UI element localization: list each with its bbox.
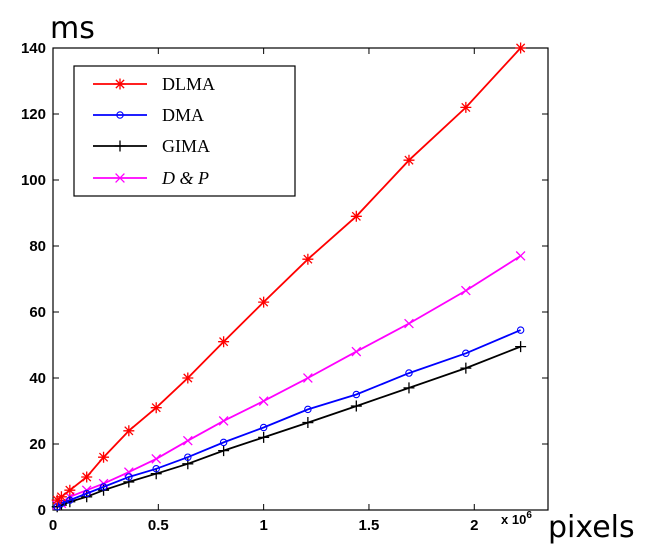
data-point-dlma (55, 491, 67, 503)
data-point-gima (515, 341, 527, 353)
legend-label-dlma: DLMA (162, 74, 215, 94)
data-point-dlma (350, 210, 362, 222)
series-layer (51, 42, 527, 513)
data-point-gima (403, 382, 415, 394)
data-point-dma (219, 438, 228, 447)
data-point-gima (218, 445, 230, 457)
data-point-dma (99, 483, 108, 491)
data-point-dlma (515, 42, 527, 54)
y-tick-label: 100 (21, 172, 46, 189)
series-line-gima (56, 345, 521, 508)
data-point-d-p (515, 251, 526, 261)
data-point-dma (259, 423, 268, 432)
data-point-d-p (151, 453, 162, 464)
data-point-dma (304, 405, 312, 414)
y-tick-label: 40 (29, 370, 46, 387)
series-line-d-p (56, 255, 522, 506)
legend-label-d-p: D & P (161, 168, 209, 188)
x-axis-title: pixels (548, 510, 635, 545)
data-point-dlma (182, 372, 194, 384)
data-point-d-p (351, 346, 362, 357)
y-tick-label: 120 (21, 106, 46, 123)
x-tick-label: 1.5 (359, 517, 380, 534)
legend-label-dma: DMA (162, 105, 204, 125)
y-tick-label: 140 (21, 40, 46, 57)
data-point-dlma (123, 425, 135, 437)
series-d-p (52, 251, 526, 510)
x-tick-label: 0.5 (148, 517, 169, 534)
data-point-dlma (150, 402, 162, 414)
y-tick-label: 80 (29, 238, 46, 255)
data-point-dma (184, 453, 192, 461)
series-line-dma (56, 329, 521, 508)
data-point-dlma (403, 154, 415, 166)
data-point-dlma (81, 471, 93, 483)
legend: DLMA DMA GIMA D & P (73, 65, 296, 197)
series-gima (51, 341, 527, 513)
series-dlma (51, 42, 527, 506)
legend-label-gima: GIMA (162, 136, 210, 156)
data-point-dma (405, 369, 413, 377)
data-point-dma (152, 464, 160, 473)
data-point-dlma (460, 101, 472, 113)
data-point-dma (82, 489, 91, 498)
y-tick-label: 60 (29, 304, 46, 321)
data-point-d-p (404, 318, 414, 329)
data-point-dma (462, 349, 470, 357)
plot-area-border (52, 47, 549, 511)
data-point-dlma (302, 253, 314, 265)
x-tick-label: 0 (49, 517, 57, 534)
plot-frame (52, 47, 549, 511)
data-point-gima (302, 417, 314, 429)
data-point-dma (352, 390, 361, 399)
data-point-dlma (64, 484, 76, 496)
data-point-dma (516, 326, 525, 334)
y-axis-title: ms (50, 11, 95, 46)
legend-marker-dma (116, 111, 124, 119)
legend-marker-gima (114, 140, 126, 152)
x-tick-label: 1 (259, 517, 267, 534)
x-tick-label: 2 (470, 517, 478, 534)
x-multiplier-label: x 106 (501, 510, 532, 527)
series-dma (53, 326, 525, 511)
data-point-d-p (182, 435, 193, 446)
data-point-d-p (258, 396, 269, 406)
data-point-d-p (218, 416, 229, 426)
data-point-gima (460, 362, 472, 374)
data-point-dlma (258, 296, 270, 308)
data-point-dlma (218, 336, 230, 348)
data-point-gima (123, 476, 135, 488)
data-point-gima (150, 468, 162, 480)
x-axis: 0 0.5 1 1.5 2 (49, 48, 478, 534)
y-axis: 0 20 40 60 80 100 120 140 (21, 40, 548, 519)
legend-marker-d-p (115, 173, 125, 183)
y-tick-label: 0 (38, 502, 46, 519)
data-point-dma (66, 496, 74, 504)
legend-marker-dlma (114, 78, 126, 90)
data-point-d-p (303, 373, 313, 383)
y-tick-label: 20 (29, 436, 46, 453)
data-point-gima (350, 400, 362, 412)
data-point-dlma (98, 451, 110, 463)
data-point-dma (125, 473, 133, 481)
data-point-gima (258, 431, 270, 443)
data-point-d-p (460, 285, 471, 296)
legend-box (73, 65, 296, 197)
